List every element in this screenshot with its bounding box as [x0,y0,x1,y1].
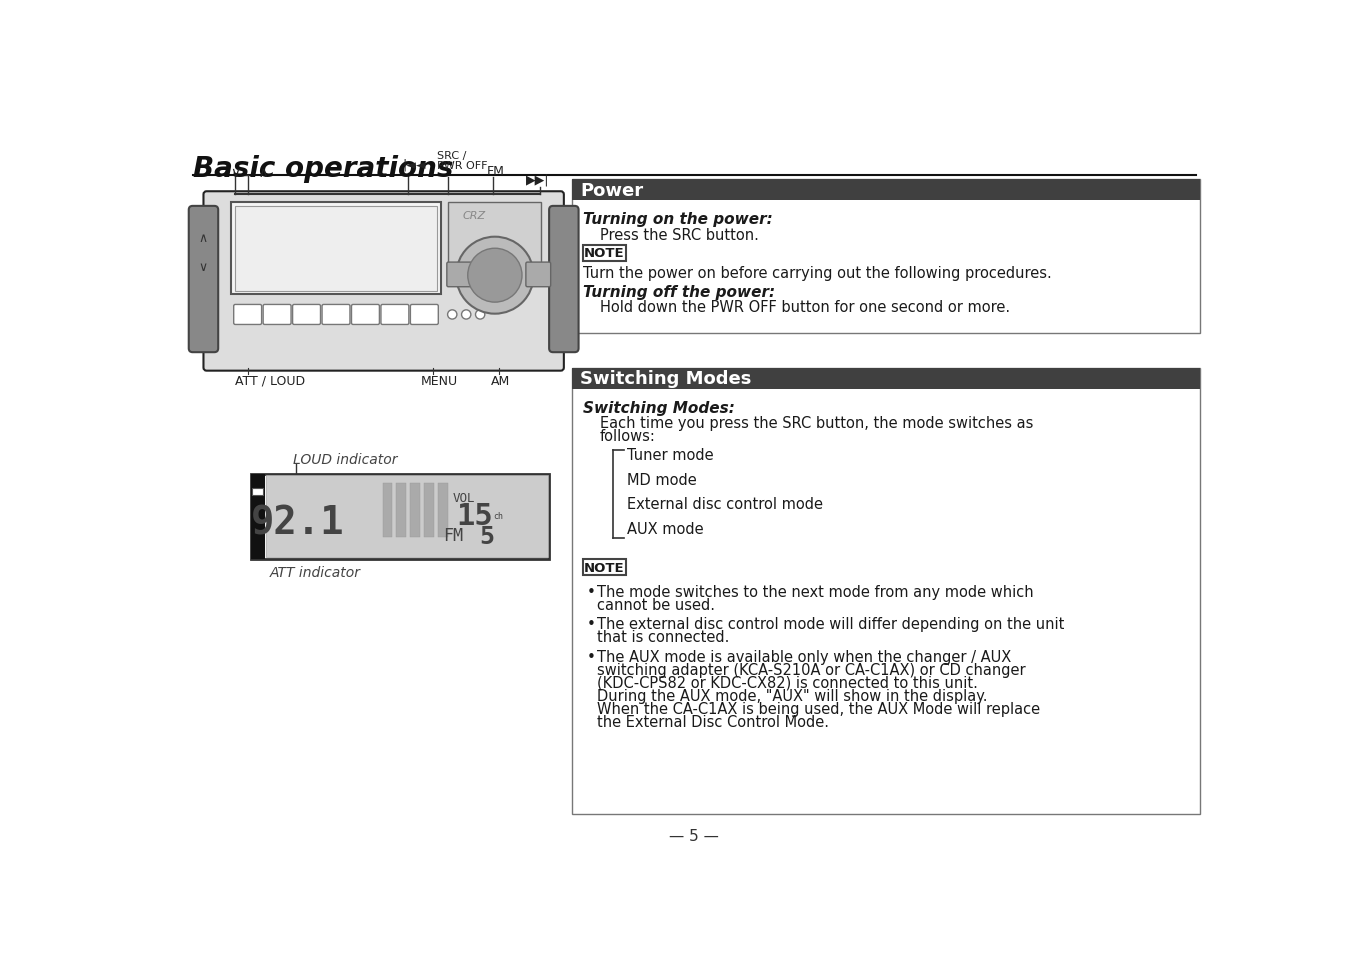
Bar [572,368,1201,814]
Bar [572,368,1201,390]
Bar [232,203,440,295]
Text: — 5 —: — 5 — [669,828,720,843]
Text: Press the SRC button.: Press the SRC button. [599,228,759,242]
Text: PWR OFF: PWR OFF [436,160,488,171]
Text: Turning off the power:: Turning off the power: [583,284,775,299]
Bar [438,483,447,537]
Text: ▶▶: ▶▶ [530,266,545,275]
Text: •: • [587,584,595,599]
Bar [411,483,420,537]
Circle shape [476,311,485,320]
Bar [251,476,264,487]
Text: ∨    ∧: ∨ ∧ [232,166,270,180]
Text: cannot be used.: cannot be used. [598,598,715,613]
Bar [243,230,260,244]
Text: Hold down the PWR OFF button for one second or more.: Hold down the PWR OFF button for one sec… [599,300,1009,314]
Bar [252,488,263,496]
FancyBboxPatch shape [233,305,262,325]
Text: •: • [587,617,595,632]
Bar [449,203,542,272]
Text: Turn the power on before carrying out the following procedures.: Turn the power on before carrying out th… [583,266,1051,281]
Text: KENWOOD: KENWOOD [243,211,309,220]
Bar [382,483,392,537]
Text: SRC /: SRC / [436,151,466,160]
Text: ◄◄: ◄◄ [451,266,466,275]
Text: FM: FM [488,164,505,177]
Text: 5: 5 [480,524,495,548]
Text: ∨: ∨ [198,260,207,274]
FancyBboxPatch shape [549,207,579,353]
Text: MENU: MENU [421,375,458,387]
Circle shape [462,311,470,320]
Bar [424,483,434,537]
Bar [572,180,1201,201]
Text: Mn
Dsc: Mn Dsc [245,249,257,262]
Text: NOTE: NOTE [584,561,625,574]
Text: ch: ch [493,511,503,520]
Circle shape [467,249,522,303]
Bar [266,476,547,558]
Text: Turning on the power:: Turning on the power: [583,213,772,227]
Bar [236,207,436,292]
FancyBboxPatch shape [411,305,438,325]
Text: ATT / LOUD: ATT / LOUD [236,375,305,387]
Text: 15: 15 [457,501,493,530]
Text: NOTE: NOTE [584,247,625,260]
Text: The AUX mode is available only when the changer / AUX: The AUX mode is available only when the … [598,649,1011,664]
Text: External disc control mode: External disc control mode [626,497,822,512]
Text: MD mode: MD mode [626,472,696,487]
Text: ∧: ∧ [198,232,207,245]
FancyBboxPatch shape [381,305,409,325]
Text: switching adapter (KCA-S210A or CA-C1AX) or CD changer: switching adapter (KCA-S210A or CA-C1AX)… [598,662,1026,677]
Bar [583,559,626,575]
Text: Power: Power [580,181,644,199]
Text: ▶▶|: ▶▶| [526,173,549,187]
Text: •: • [587,649,595,664]
Text: VOL: VOL [453,491,474,504]
FancyBboxPatch shape [322,305,350,325]
Bar [397,483,405,537]
Text: Basic operations: Basic operations [192,154,453,182]
Text: The mode switches to the next mode from any mode which: The mode switches to the next mode from … [598,584,1034,599]
Text: |◄◄: |◄◄ [402,158,425,172]
Text: CRZ: CRZ [462,211,485,220]
Bar [243,248,260,261]
Text: the External Disc Control Mode.: the External Disc Control Mode. [598,715,829,729]
Circle shape [447,311,457,320]
Bar [251,475,549,559]
Text: When the CA-C1AX is being used, the AUX Mode will replace: When the CA-C1AX is being used, the AUX … [598,701,1041,717]
Bar [572,180,1201,334]
Bar [251,475,264,559]
Text: that is connected.: that is connected. [598,630,729,644]
Text: LOUD indicator: LOUD indicator [294,453,398,467]
Text: Tuner mode: Tuner mode [626,447,713,462]
FancyBboxPatch shape [188,207,218,353]
Text: 92.1: 92.1 [251,504,344,542]
Text: AUX mode: AUX mode [626,521,703,537]
Text: Each time you press the SRC button, the mode switches as: Each time you press the SRC button, the … [599,416,1033,431]
Text: The external disc control mode will differ depending on the unit: The external disc control mode will diff… [598,617,1065,632]
Text: During the AUX mode, "AUX" will show in the display.: During the AUX mode, "AUX" will show in … [598,688,988,703]
FancyBboxPatch shape [447,263,472,288]
FancyBboxPatch shape [203,193,564,372]
Text: FM: FM [443,527,463,544]
FancyBboxPatch shape [263,305,291,325]
Text: Switching Modes:: Switching Modes: [583,400,736,416]
Text: follows:: follows: [599,429,656,444]
Text: ATT indicator: ATT indicator [270,565,362,579]
Text: AM: AM [491,375,511,387]
FancyBboxPatch shape [526,263,550,288]
Text: (KDC-CPS82 or KDC-CX82) is connected to this unit.: (KDC-CPS82 or KDC-CX82) is connected to … [598,675,978,690]
Bar [583,246,626,261]
Circle shape [457,237,534,314]
FancyBboxPatch shape [293,305,321,325]
FancyBboxPatch shape [351,305,379,325]
Text: Switching Modes: Switching Modes [580,370,752,388]
